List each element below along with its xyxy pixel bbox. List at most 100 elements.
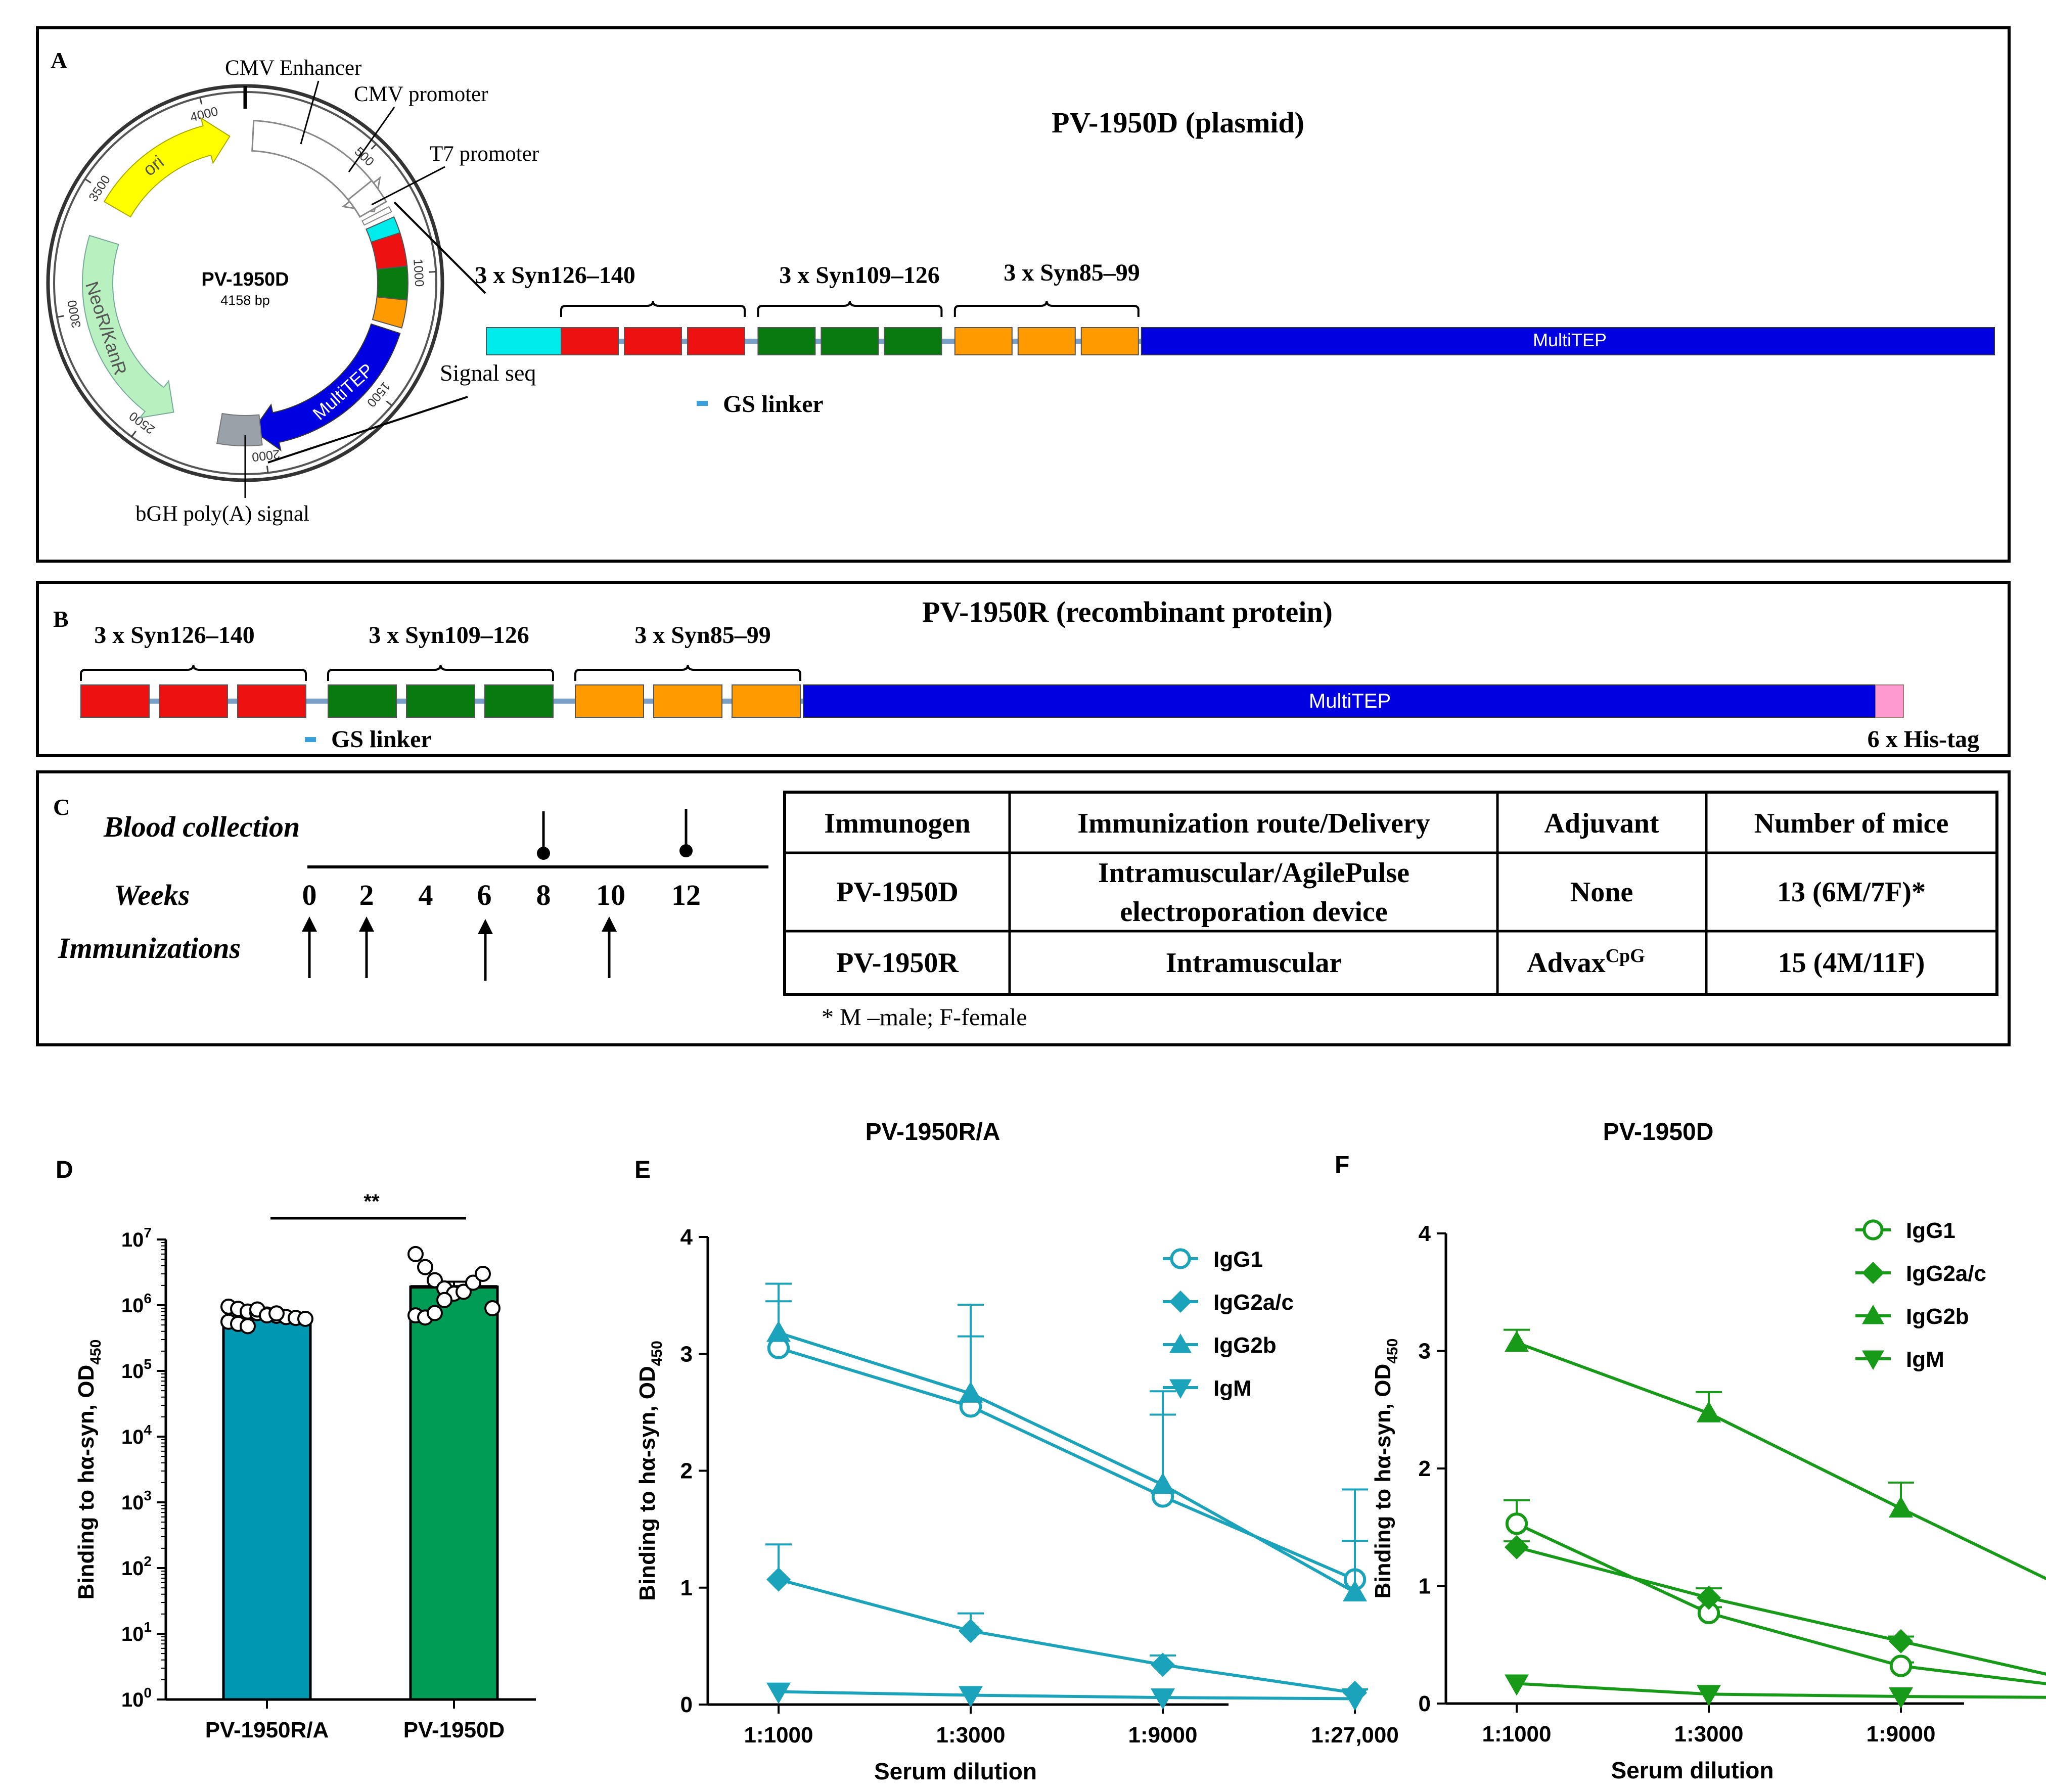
d-point: [427, 1305, 443, 1321]
d-sig-stars: **: [363, 1190, 380, 1213]
leader-cmv-enhancer: [300, 80, 320, 145]
a-syn109-3: [884, 327, 942, 355]
legend-marker-IgG1: [1862, 1219, 1884, 1240]
panel-a-letter: A: [51, 48, 67, 73]
syn109-seg: [376, 265, 408, 301]
series-line-IgG2b: [1516, 1341, 2046, 1581]
panel-a-title: PV-1950D (plasmid): [1052, 106, 1304, 139]
point-IgG2a/c-2: [1889, 1629, 1913, 1653]
point-IgM-2: [1151, 1688, 1175, 1710]
multitep-a-label: MultiTEP: [1533, 330, 1607, 350]
th-adjuvant: Adjuvant: [1544, 808, 1659, 839]
legend-label-IgG1: IgG1: [1906, 1218, 1956, 1243]
point-IgG2a/c-2: [1151, 1652, 1175, 1677]
a-syn85-1: [954, 327, 1013, 355]
a-syn109-2: [821, 327, 879, 355]
ytick-label-4: 4: [1419, 1221, 1431, 1246]
plasmid-tick-label-1000: 1000: [411, 258, 426, 287]
group-b-2: 3 x Syn109–126: [369, 622, 529, 649]
series-line-IgG2b: [778, 1331, 1356, 1594]
title: PV-1950R/A: [866, 1119, 1001, 1145]
ytick-label-1: 1: [1419, 1574, 1431, 1599]
his-tag-box: [1875, 684, 1904, 718]
plasmid-tick-500: [371, 143, 377, 150]
point-IgM-3: [1343, 1689, 1367, 1711]
xtick-label-0: 1:1000: [1482, 1722, 1551, 1747]
panel-b-letter: B: [53, 606, 69, 632]
xtick-label-3: 1:27,000: [1311, 1723, 1399, 1748]
title: PV-1950D: [1603, 1119, 1714, 1145]
ylabel-sub: 450: [1384, 1339, 1401, 1364]
tick-base: 10: [121, 1426, 144, 1448]
a-syn109-1: [757, 327, 816, 355]
b-syn85-2: [653, 684, 722, 718]
row1-immunogen: PV-1950D: [836, 877, 959, 908]
point-IgG2b-1: [959, 1381, 983, 1403]
legend-marker-IgG2a/c: [1862, 1262, 1884, 1284]
plasmid-size: 4158 bp: [220, 293, 270, 308]
b-syn85-1: [575, 684, 644, 718]
plasmid-tick-label-2000: 2000: [251, 447, 281, 464]
tick-base: 10: [121, 1229, 144, 1251]
plasmid-name: PV-1950D: [201, 269, 289, 290]
a-bracket-3: [953, 300, 1140, 317]
panel-a-border: [36, 26, 2011, 563]
point-IgG2a/c-1: [1697, 1585, 1721, 1610]
b-syn126-1: [80, 684, 150, 718]
table-border: [783, 791, 1998, 996]
week-6: 6: [477, 879, 492, 911]
table-footnote: * M –male; F-female: [822, 1004, 1027, 1031]
xtick-label-2: 1:9000: [1866, 1722, 1935, 1747]
a-bracket-1: [560, 300, 746, 317]
row2-adjuvant: AdvaxCpG: [1527, 945, 1645, 979]
tick-exp: 5: [144, 1356, 152, 1372]
gs-linker-a-label: GS linker: [723, 391, 824, 418]
point-IgM-2: [1889, 1687, 1913, 1709]
legend-label-IgG2b: IgG2b: [1906, 1304, 1969, 1329]
tick-exp: 0: [144, 1685, 152, 1701]
point-IgG2b-2: [1151, 1473, 1175, 1494]
panel-b: B PV-1950R (recombinant protein) 3 x Syn…: [36, 581, 2011, 757]
a-syn126-1: [561, 327, 619, 355]
cmv-promoter-segment: [347, 179, 387, 218]
immunizations-label: Immunizations: [58, 932, 241, 964]
plasmid-tick-4000: [199, 97, 203, 105]
legend-marker-IgG2a/c: [1169, 1291, 1192, 1313]
d-point: [268, 1305, 285, 1322]
point-IgG2b-0: [766, 1320, 791, 1342]
plasmid-tick-label-3000: 3000: [65, 299, 83, 329]
panel-c-letter: C: [53, 794, 70, 820]
plasmid-tick-2500: [131, 430, 137, 437]
series-line-IgG2a/c: [778, 1578, 1355, 1694]
d-point: [417, 1259, 433, 1275]
legend-marker-IgM: [1862, 1350, 1884, 1370]
t7-promoter-segment: [361, 206, 392, 226]
week-2: 2: [359, 879, 374, 911]
tick-base: 10: [121, 1623, 144, 1645]
b-syn85-3: [732, 684, 801, 718]
panel-e-letter: E: [634, 1157, 651, 1183]
legend-label-IgG1: IgG1: [1213, 1247, 1263, 1272]
row2-immunogen: PV-1950R: [836, 947, 959, 979]
b-syn109-1: [328, 684, 397, 718]
panel-c: C Blood collection Weeks Immunizations 0…: [36, 770, 2011, 1046]
row1-route-1: Intramuscular/AgilePulse: [1098, 857, 1410, 889]
legend-marker-IgM: [1169, 1379, 1192, 1399]
b-syn109-2: [406, 684, 475, 718]
label-t7-promoter: T7 promoter: [430, 142, 539, 166]
a-syn85-2: [1017, 327, 1076, 355]
d-xlabel-0: PV-1950R/A: [205, 1718, 329, 1742]
plasmid-tick-1500: [386, 400, 393, 406]
leader-cmv-promoter: [348, 107, 395, 172]
b-bracket-2: [327, 664, 554, 681]
label-bgh: bGH poly(A) signal: [135, 502, 309, 526]
ytick-label-2: 2: [680, 1459, 693, 1484]
group-b-1: 3 x Syn126–140: [94, 622, 254, 649]
ylabel: Binding to hα-syn, OD450: [635, 1341, 665, 1601]
point-IgG2a/c-0: [1505, 1535, 1529, 1559]
d-ytick-label-3: 103: [121, 1488, 152, 1514]
d-point: [456, 1283, 472, 1300]
